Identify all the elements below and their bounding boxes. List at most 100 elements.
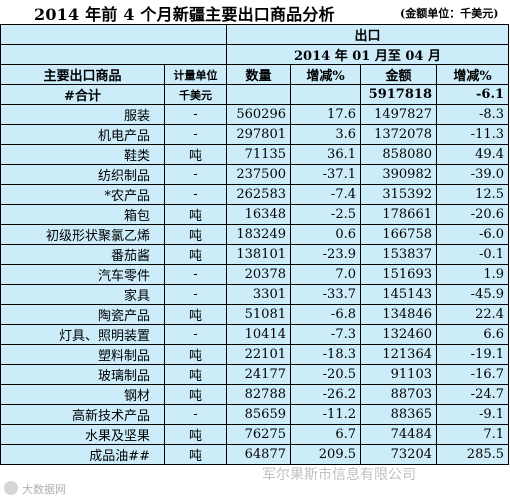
cell-product: 塑料制品 (0, 344, 165, 365)
cell-amount: 121364 (360, 344, 437, 365)
cell-qty-change: -6.8 (290, 304, 361, 325)
cell-amount-change: -9.1 (435, 404, 510, 425)
cell-unit: 吨 (164, 364, 227, 385)
cell-amount-change: -8.3 (435, 104, 510, 125)
cell-unit: - (164, 124, 227, 145)
cell-qty-change: 0.6 (290, 224, 361, 245)
cell-amount-change: -39.0 (435, 164, 510, 185)
cell-unit: 吨 (164, 444, 227, 465)
cell-qty-change: 6.7 (290, 424, 361, 445)
cell-product: 高新技术产品 (0, 404, 165, 425)
cell-amount-change: 22.4 (435, 304, 510, 325)
cell-product: *农产品 (0, 184, 165, 205)
cell-qty-change: 7.0 (290, 264, 361, 285)
cell-qty: 183249 (226, 224, 291, 245)
cell-amount-change: -24.7 (435, 384, 510, 405)
cell-amount-change: -19.1 (435, 344, 510, 365)
cell-amount-change: -11.3 (435, 124, 510, 145)
cell-qty: 71135 (226, 144, 291, 165)
cell-product: #合计 (0, 84, 165, 105)
cell-amount: 151693 (360, 264, 437, 285)
header-row-1: 出口 (0, 24, 510, 45)
cell-amount: 153837 (360, 244, 437, 265)
cell-amount-change: -6.1 (435, 84, 510, 105)
cell-unit: 吨 (164, 244, 227, 265)
header-row-3: 主要出口商品 计量单位 数量 增减% 金额 增减% (0, 64, 510, 85)
header-blank (0, 24, 227, 45)
table-row-total: #合计 千美元 5917818 -6.1 (0, 84, 510, 105)
cell-qty: 76275 (226, 424, 291, 445)
cell-unit: 吨 (164, 424, 227, 445)
cell-unit: - (164, 324, 227, 345)
cell-qty: 22101 (226, 344, 291, 365)
col-header-product: 主要出口商品 (0, 64, 165, 85)
cell-product: 纺织制品 (0, 164, 165, 185)
cell-amount-change: -0.1 (435, 244, 510, 265)
watermark-right-text: 军尔果斯市信息有限公司 (262, 467, 416, 483)
cell-product: 玻璃制品 (0, 364, 165, 385)
header-period: 2014 年 01 月至 04 月 (225, 44, 510, 65)
cell-qty: 85659 (226, 404, 291, 425)
table-row: 玻璃制品吨 24177 -20.5 91103 -16.7 (0, 364, 510, 385)
cell-unit: 吨 (164, 384, 227, 405)
cell-qty-change: -2.5 (290, 204, 361, 225)
cell-unit: - (164, 264, 227, 285)
table-row: *农产品 -262583 -7.4 315392 12.5 (0, 184, 510, 205)
cell-qty-change: -26.2 (290, 384, 361, 405)
table-row: 家具 -3301 -33.7 145143 -45.9 (0, 284, 510, 305)
table-row: 高新技术产品 -85659 -11.2 88365 -9.1 (0, 404, 510, 425)
cell-qty: 237500 (226, 164, 291, 185)
cell-amount-change: 12.5 (435, 184, 510, 205)
table-row: 纺织制品 -237500 -37.1 390982 -39.0 (0, 164, 510, 185)
watermark: 大数据网 军尔果斯市信息有限公司 (0, 467, 510, 500)
cell-amount: 145143 (360, 284, 437, 305)
table-row: 陶瓷产品吨 51081 -6.8 134846 22.4 (0, 304, 510, 325)
table-row: 汽车零件 -20378 7.0 151693 1.9 (0, 264, 510, 285)
table-row: 塑料制品吨 22101 -18.3 121364 -19.1 (0, 344, 510, 365)
cell-qty: 16348 (226, 204, 291, 225)
unit-note: (金额单位：千美元) (400, 7, 499, 20)
cell-unit: 千美元 (164, 84, 227, 105)
cell-product: 钢材 (0, 384, 165, 405)
cell-qty: 82788 (226, 384, 291, 405)
cell-product: 家具 (0, 284, 165, 305)
cell-unit: 吨 (164, 144, 227, 165)
cell-amount: 91103 (360, 364, 437, 385)
cell-amount-change: -16.7 (435, 364, 510, 385)
cell-qty-change: 17.6 (290, 104, 361, 125)
cell-qty: 262583 (226, 184, 291, 205)
cell-qty: 10414 (226, 324, 291, 345)
cell-amount-change: -45.9 (435, 284, 510, 305)
cell-product: 鞋类 (0, 144, 165, 165)
cell-qty-change: -20.5 (290, 364, 361, 385)
cell-product: 机电产品 (0, 124, 165, 145)
cell-product: 水果及坚果 (0, 424, 165, 445)
cell-amount: 1497827 (360, 104, 437, 125)
table-row: 灯具、照明装置 -10414 -7.3 132460 6.6 (0, 324, 510, 345)
watermark-logo-icon (4, 481, 18, 495)
table-row: 钢材吨 82788 -26.2 88703 -24.7 (0, 384, 510, 405)
cell-qty-change: 3.6 (290, 124, 361, 145)
cell-amount-change: 49.4 (435, 144, 510, 165)
cell-product: 陶瓷产品 (0, 304, 165, 325)
cell-unit: - (164, 404, 227, 425)
cell-qty: 138101 (226, 244, 291, 265)
cell-amount: 390982 (360, 164, 437, 185)
cell-amount: 315392 (360, 184, 437, 205)
cell-unit: 吨 (164, 224, 227, 245)
table-row: 机电产品 -297801 3.6 1372078 -11.3 (0, 124, 510, 145)
col-header-amount-change: 增减% (435, 64, 510, 85)
cell-unit: 吨 (164, 204, 227, 225)
header-row-2: 2014 年 01 月至 04 月 (0, 44, 510, 65)
table-row: 鞋类吨 71135 36.1 858080 49.4 (0, 144, 510, 165)
cell-qty-change: -23.9 (290, 244, 361, 265)
cell-unit: - (164, 104, 227, 125)
cell-product: 箱包 (0, 204, 165, 225)
cell-amount-change: -6.0 (435, 224, 510, 245)
cell-amount-change: 6.6 (435, 324, 510, 345)
export-table: 出口 2014 年 01 月至 04 月 主要出口商品 计量单位 数量 增减% … (0, 24, 510, 465)
col-header-unit: 计量单位 (164, 64, 227, 85)
cell-qty: 51081 (226, 304, 291, 325)
cell-amount: 88703 (360, 384, 437, 405)
cell-qty: 20378 (226, 264, 291, 285)
